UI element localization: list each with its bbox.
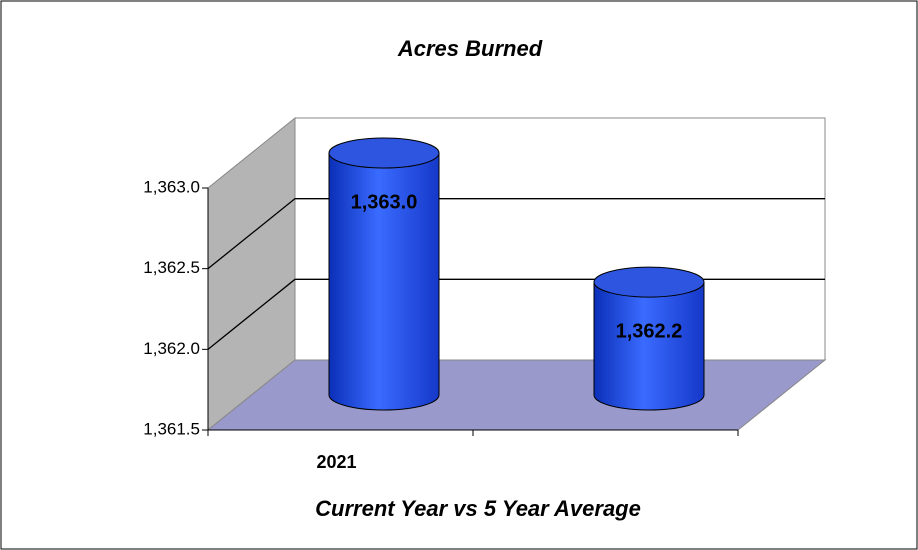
x-axis-label: Current Year vs 5 Year Average: [315, 496, 641, 521]
y-tick-label: 1,362.5: [143, 258, 200, 277]
y-tick-label: 1,362.0: [143, 339, 200, 358]
bar-top: [593, 266, 705, 298]
bar: [593, 281, 705, 411]
floor: [206, 359, 827, 431]
data-label: 1,363.0: [351, 191, 418, 213]
x-tick-label: 2021: [316, 452, 356, 472]
bar: [328, 152, 440, 411]
chart-title: Acres Burned: [397, 36, 543, 61]
grid-line: [207, 198, 825, 270]
y-tick-label: 1,363.0: [143, 177, 200, 196]
y-tick-label: 1,361.5: [143, 419, 200, 438]
data-label: 1,362.2: [616, 320, 683, 342]
bar-top: [328, 137, 440, 169]
